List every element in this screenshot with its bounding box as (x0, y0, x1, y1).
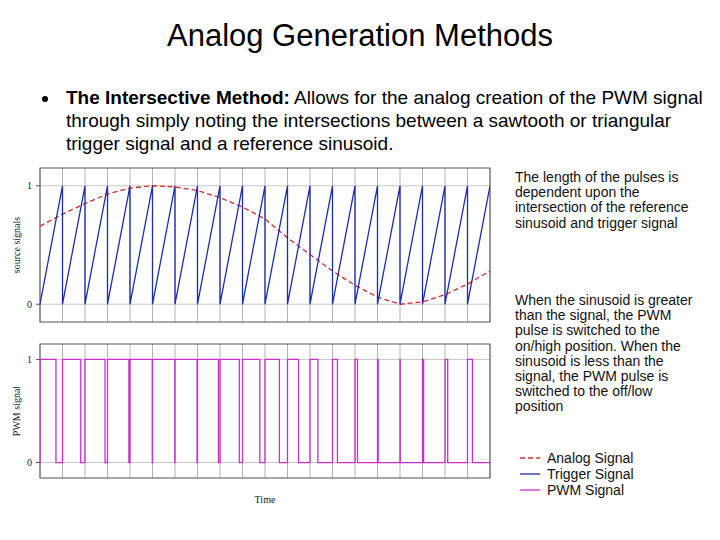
tick-label: 0 (27, 299, 32, 310)
tick-mark (36, 185, 40, 186)
tick-label: 1 (27, 180, 32, 191)
tick-mark (36, 359, 40, 360)
slide-title: Analog Generation Methods (0, 18, 720, 54)
series-line (40, 186, 490, 304)
legend-label: Trigger Signal (547, 466, 634, 482)
legend-label: PWM Signal (547, 482, 624, 498)
bullet-dot (42, 96, 48, 102)
chart-svg: 0 1 source signals 0 1 PWM signal Time Analog S… (0, 0, 720, 540)
plot-frame (40, 168, 490, 322)
series-line (40, 186, 490, 304)
series-line (40, 359, 490, 462)
note: When the sinusoid is greater than the si… (515, 293, 695, 415)
legend-swatch (520, 489, 540, 490)
tick-label: 0 (27, 457, 32, 468)
chart: 0 1 PWM signal Time (11, 344, 490, 505)
data-group (40, 359, 490, 462)
axis-label: Time (255, 494, 276, 505)
data-group (40, 186, 490, 304)
plot-frame (40, 344, 490, 478)
legend-swatch (520, 473, 540, 474)
bullet-text: The Intersective Method: Allows for the … (66, 86, 706, 155)
legend-label: Analog Signal (547, 450, 633, 466)
tick-label: 1 (27, 354, 32, 365)
tick-mark (36, 462, 40, 463)
bullet-label: The Intersective Method: (66, 87, 290, 108)
note: The length of the pulses is dependent up… (515, 170, 695, 231)
legend-swatch (520, 457, 540, 458)
chart: 0 1 source signals (11, 168, 490, 322)
tick-mark (36, 304, 40, 305)
axis-label: source signals (11, 217, 22, 273)
slide: Analog Generation Methods The Intersectiv… (0, 0, 720, 540)
axis-label: PWM signal (11, 386, 22, 437)
